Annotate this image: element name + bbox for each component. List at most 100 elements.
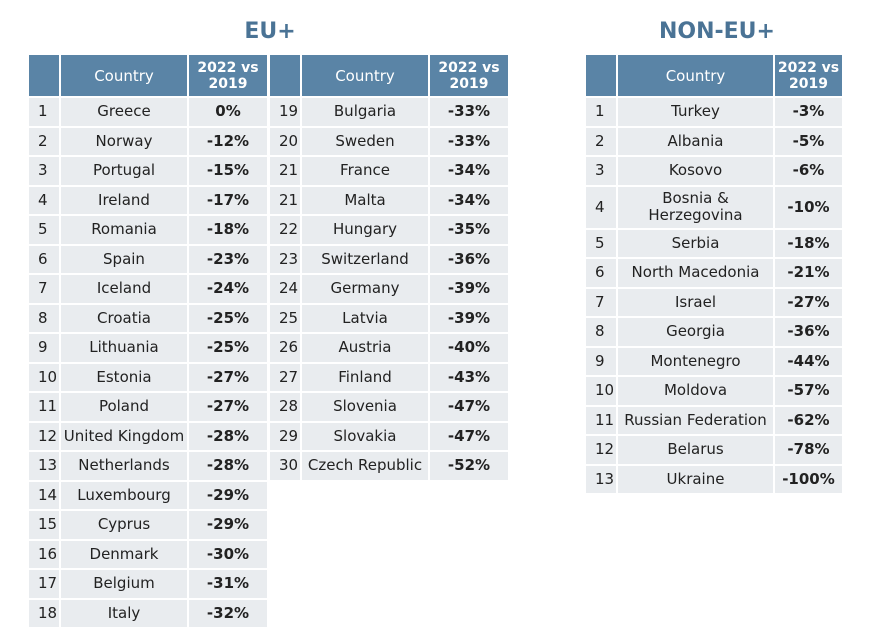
country-cell: Ireland [61,186,187,214]
table-row: 2 Albania -5% [586,127,842,155]
rank-cell: 12 [586,436,616,464]
country-cell: Greece [61,98,187,126]
table-row: 28 Slovenia -47% [270,393,508,421]
country-cell: Poland [61,393,187,421]
table-row: 29 Slovakia -47% [270,422,508,450]
eu-table-left: Country 2022 vs 2019 1 Greece 0% 2 Norway -12… [27,53,269,629]
eu-table-right: Country 2022 vs 2019 19 Bulgaria -33% 20 Swe… [268,53,510,482]
pct-cell: -18% [775,229,842,257]
table-row: 4 Bosnia & Herzegovina -10% [586,186,842,228]
rank-cell: 28 [270,393,300,421]
table-row: 19 Bulgaria -33% [270,98,508,126]
country-cell: Latvia [302,304,428,332]
pct-cell: -34% [430,157,508,185]
country-cell: North Macedonia [618,259,773,287]
country-cell: Serbia [618,229,773,257]
country-cell: Albania [618,127,773,155]
table-row: 7 Iceland -24% [29,275,267,303]
non-eu-title: NON-EU+ [659,19,775,44]
table-row: 5 Romania -18% [29,216,267,244]
pct-cell: -35% [430,216,508,244]
rank-cell: 25 [270,304,300,332]
country-cell: Slovakia [302,422,428,450]
rank-cell: 11 [586,406,616,434]
pct-cell: -21% [775,259,842,287]
country-cell: Luxembourg [61,481,187,509]
table-row: 6 Spain -23% [29,245,267,273]
rank-cell: 6 [586,259,616,287]
pct-cell: -44% [775,347,842,375]
change-header: 2022 vs 2019 [775,55,842,96]
country-cell: Austria [302,334,428,362]
country-cell: Romania [61,216,187,244]
table-row: 21 France -34% [270,157,508,185]
pct-cell: -27% [775,288,842,316]
rank-cell: 21 [270,186,300,214]
country-cell: Bulgaria [302,98,428,126]
country-cell: Norway [61,127,187,155]
pct-cell: -47% [430,422,508,450]
table-row: 21 Malta -34% [270,186,508,214]
country-cell: Israel [618,288,773,316]
pct-cell: -47% [430,393,508,421]
country-cell: Bosnia & Herzegovina [618,186,773,228]
rank-cell: 8 [586,318,616,346]
table-row: 15 Cyprus -29% [29,511,267,539]
table-header-row: Country 2022 vs 2019 [586,55,842,96]
country-cell: Cyprus [61,511,187,539]
country-cell: Sweden [302,127,428,155]
rank-cell: 1 [29,98,59,126]
country-cell: Montenegro [618,347,773,375]
rank-cell: 5 [586,229,616,257]
rank-cell: 1 [586,98,616,126]
country-cell: France [302,157,428,185]
country-cell: Finland [302,363,428,391]
rank-cell: 26 [270,334,300,362]
country-header: Country [61,55,187,96]
rank-header [29,55,59,96]
rank-cell: 24 [270,275,300,303]
rank-cell: 5 [29,216,59,244]
table-row: 8 Georgia -36% [586,318,842,346]
rank-cell: 18 [29,599,59,627]
pct-cell: -18% [189,216,267,244]
table-row: 9 Montenegro -44% [586,347,842,375]
country-cell: Ukraine [618,465,773,493]
country-cell: Croatia [61,304,187,332]
pct-cell: -33% [430,127,508,155]
table-row: 7 Israel -27% [586,288,842,316]
table-row: 1 Greece 0% [29,98,267,126]
rank-cell: 10 [586,377,616,405]
pct-cell: -29% [189,481,267,509]
table-row: 4 Ireland -17% [29,186,267,214]
pct-cell: -6% [775,157,842,185]
pct-cell: -39% [430,275,508,303]
table-row: 11 Poland -27% [29,393,267,421]
country-header: Country [302,55,428,96]
pct-cell: -15% [189,157,267,185]
rank-cell: 4 [586,186,616,228]
table-row: 10 Moldova -57% [586,377,842,405]
pct-cell: -27% [189,393,267,421]
country-cell: Iceland [61,275,187,303]
country-cell: Spain [61,245,187,273]
table-row: 12 United Kingdom -28% [29,422,267,450]
country-cell: Netherlands [61,452,187,480]
rank-cell: 6 [29,245,59,273]
pct-cell: -52% [430,452,508,480]
country-cell: Estonia [61,363,187,391]
pct-cell: -17% [189,186,267,214]
pct-cell: -12% [189,127,267,155]
pct-cell: -24% [189,275,267,303]
table-row: 30 Czech Republic -52% [270,452,508,480]
rank-cell: 22 [270,216,300,244]
rank-header [270,55,300,96]
table-row: 2 Norway -12% [29,127,267,155]
table-row: 22 Hungary -35% [270,216,508,244]
table-row: 9 Lithuania -25% [29,334,267,362]
pct-cell: -31% [189,570,267,598]
country-cell: Czech Republic [302,452,428,480]
country-cell: Lithuania [61,334,187,362]
pct-cell: -5% [775,127,842,155]
table-row: 6 North Macedonia -21% [586,259,842,287]
